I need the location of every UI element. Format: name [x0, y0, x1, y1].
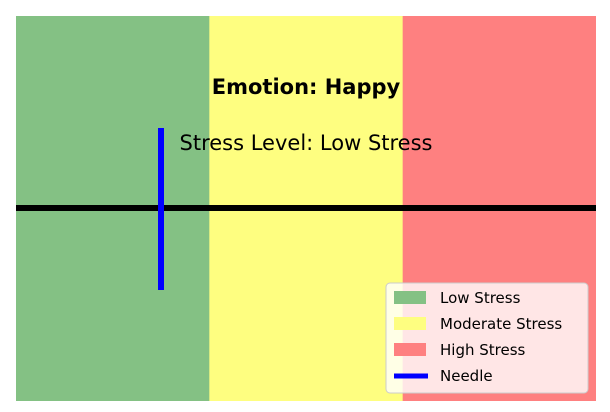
legend-items: Low Stress Moderate Stress High Stress Need…: [394, 289, 562, 385]
legend-label-moderate-stress: Moderate Stress: [440, 315, 562, 333]
legend-swatch-low-stress: [394, 291, 426, 304]
legend-label-needle: Needle: [440, 367, 493, 385]
stress-level-label: Stress Level: Low Stress: [180, 131, 433, 155]
legend-label-low-stress: Low Stress: [440, 289, 521, 307]
legend-box: [385, 282, 589, 394]
legend: Low Stress Moderate Stress High Stress Need…: [385, 282, 589, 394]
legend-swatch-moderate-stress: [394, 317, 426, 330]
legend-swatch-high-stress: [394, 343, 426, 356]
chart-title: Emotion: Happy: [212, 75, 401, 99]
legend-label-high-stress: High Stress: [440, 341, 526, 359]
